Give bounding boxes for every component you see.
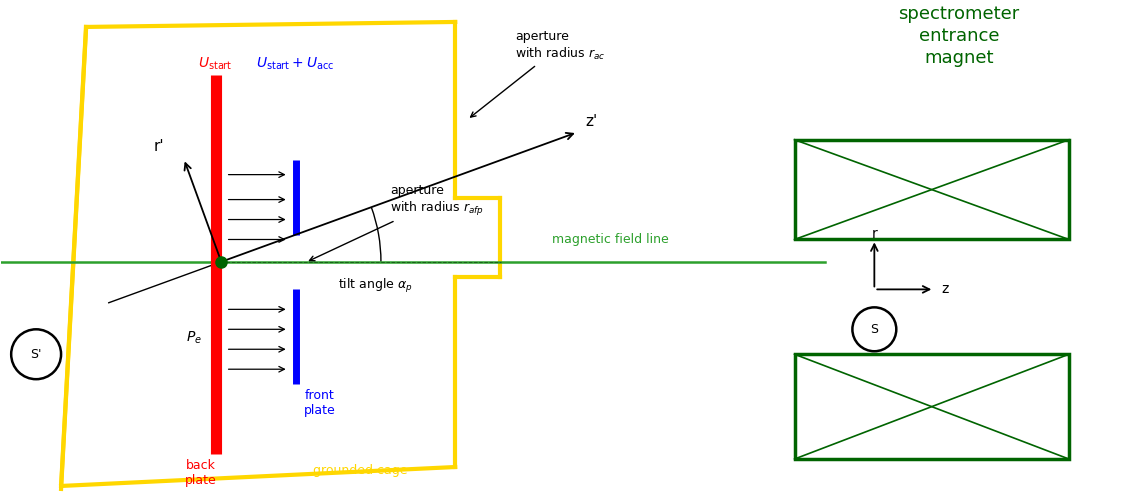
Text: aperture
with radius $r_{ac}$: aperture with radius $r_{ac}$ <box>470 30 605 117</box>
Text: S': S' <box>31 348 42 361</box>
Text: $P_e$: $P_e$ <box>185 329 201 346</box>
Text: spectrometer
entrance
magnet: spectrometer entrance magnet <box>898 5 1020 67</box>
Text: $U_\mathrm{start}$: $U_\mathrm{start}$ <box>198 55 233 72</box>
Text: $U_\mathrm{start}+U_\mathrm{acc}$: $U_\mathrm{start}+U_\mathrm{acc}$ <box>257 55 335 72</box>
Text: r': r' <box>153 139 164 153</box>
Text: grounded cage: grounded cage <box>313 464 407 477</box>
Text: z: z <box>941 282 949 297</box>
Text: r: r <box>872 228 878 242</box>
Text: magnetic field line: magnetic field line <box>552 234 668 247</box>
Text: S: S <box>871 323 879 336</box>
Bar <box>794 354 1069 459</box>
Text: tilt angle $\alpha_p$: tilt angle $\alpha_p$ <box>338 277 413 296</box>
Text: back
plate: back plate <box>184 459 217 487</box>
Text: aperture
with radius $r_{afp}$: aperture with radius $r_{afp}$ <box>310 184 484 261</box>
Bar <box>794 140 1069 240</box>
Text: z': z' <box>586 114 598 129</box>
Text: front
plate: front plate <box>303 389 335 417</box>
